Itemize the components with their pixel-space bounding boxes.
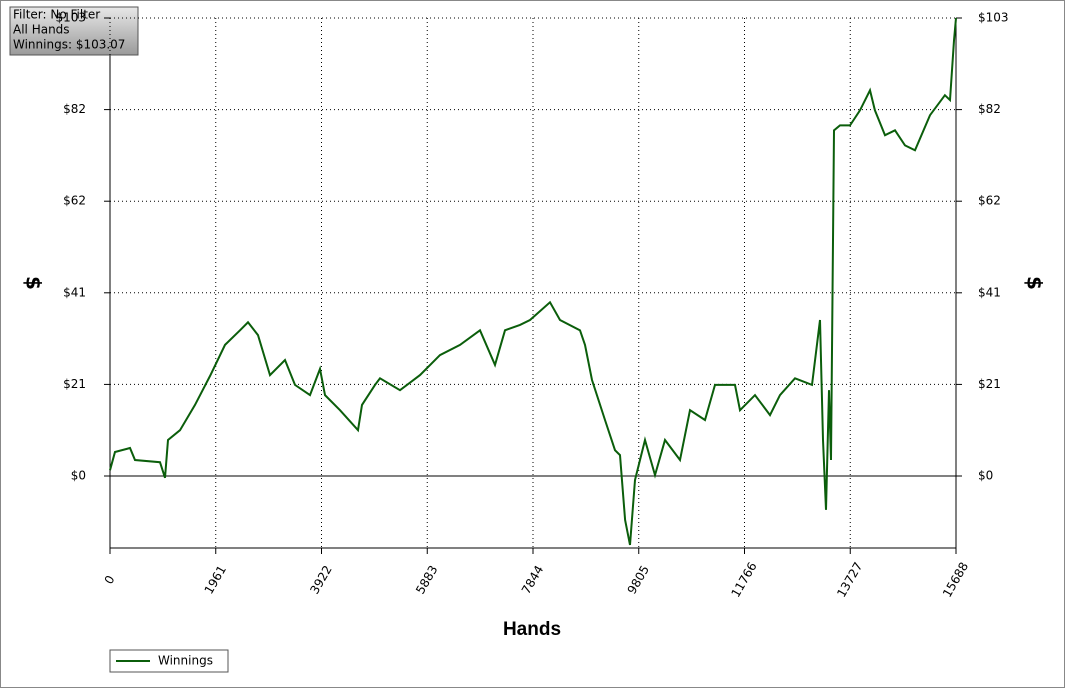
x-tick-label: 15688 <box>940 560 971 600</box>
y-tick-label: $82 <box>63 102 86 116</box>
y2-tick-label: $103 <box>978 11 1009 25</box>
y2-tick-label: $62 <box>978 194 1001 208</box>
x-tick-label: 7844 <box>519 563 546 596</box>
y2-tick-label: $41 <box>978 285 1001 299</box>
info-line: Winnings: $103.07 <box>13 38 125 52</box>
series-line <box>109 17 957 546</box>
y-tick-label: $21 <box>63 377 86 391</box>
y2-axis-label: $ <box>1023 276 1047 290</box>
x-tick-label: 0 <box>102 573 118 587</box>
y-tick-label: $0 <box>71 469 86 483</box>
y2-tick-label: $82 <box>978 102 1001 116</box>
x-axis-label: Hands <box>503 619 561 640</box>
y-tick-label: $41 <box>63 285 86 299</box>
info-line: Filter: No Filter <box>13 8 100 22</box>
x-tick-label: 11766 <box>728 560 759 600</box>
x-tick-label: 1961 <box>202 563 229 596</box>
info-box-bg <box>9 6 139 56</box>
y2-tick-label: $0 <box>978 469 993 483</box>
y2-tick-label: $21 <box>978 377 1001 391</box>
legend-label: Winnings <box>158 654 213 668</box>
x-tick-label: 3922 <box>307 563 334 596</box>
y-tick-label: $103 <box>55 11 86 25</box>
info-box: Filter: No Filter All Hands Winnings: $1… <box>9 6 139 56</box>
x-tick-label: 9805 <box>625 563 652 596</box>
info-line: All Hands <box>13 23 70 37</box>
x-tick-label: 5883 <box>413 563 440 596</box>
x-tick-label: 13727 <box>834 560 865 600</box>
y-tick-label: $62 <box>63 194 86 208</box>
y-axis-label: $ <box>22 276 46 290</box>
legend <box>109 649 229 673</box>
